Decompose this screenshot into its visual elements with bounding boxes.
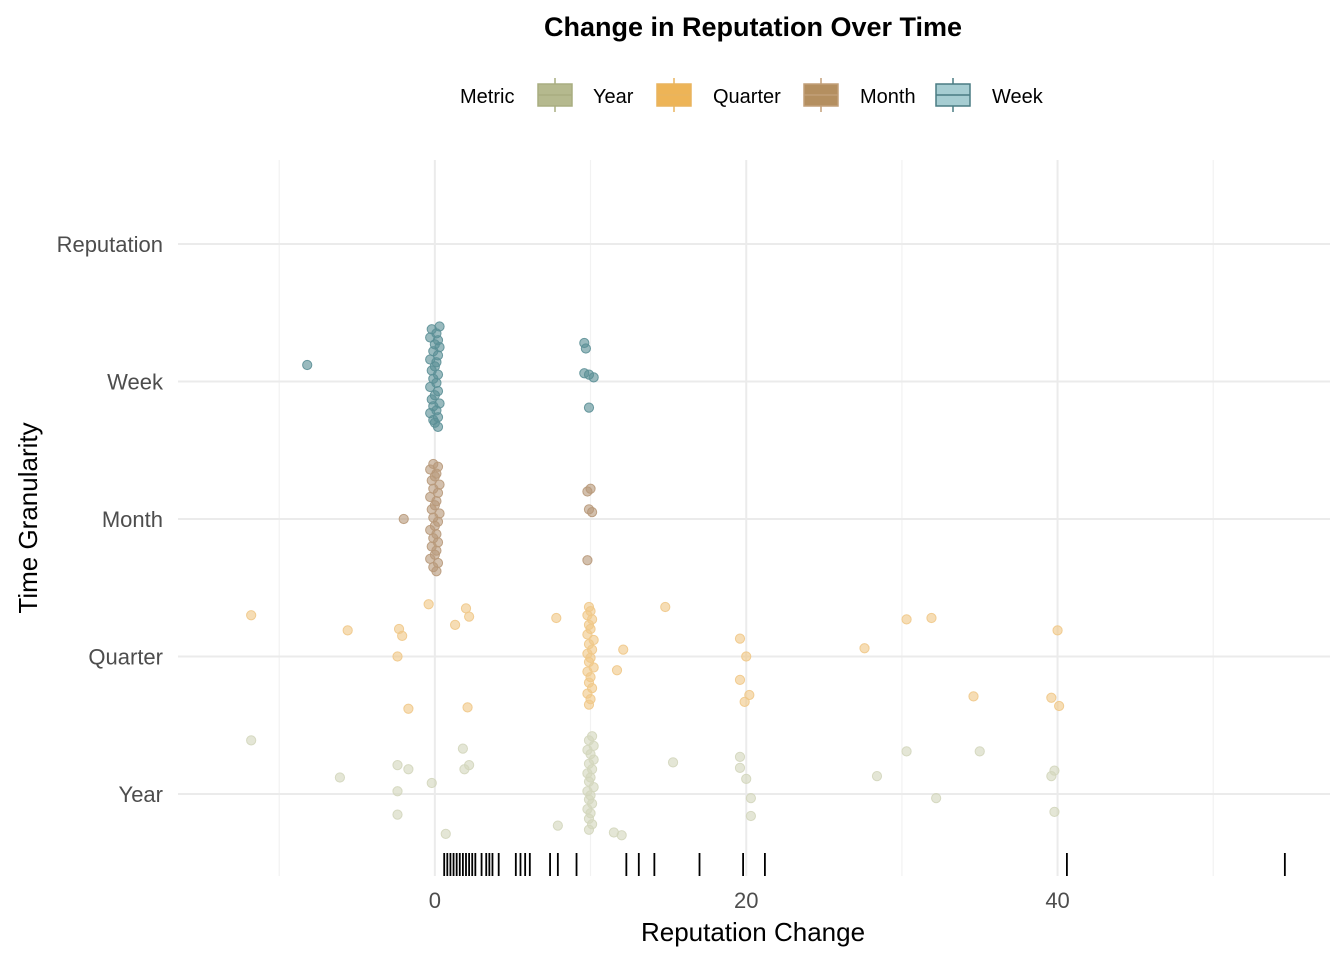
point-year-3 [403, 764, 414, 775]
point-year-37 [734, 762, 746, 773]
rug [443, 853, 1286, 876]
legend-label: Year [593, 86, 634, 108]
point-year-2 [392, 760, 403, 771]
point-quarter-38 [734, 674, 746, 685]
point-year-5 [392, 809, 403, 820]
point-quarter-46 [1054, 700, 1065, 712]
point-year-1 [334, 772, 346, 783]
y-tick-label-reputation: Reputation [57, 232, 163, 257]
point-year-47 [1049, 806, 1060, 817]
y-tick-label-month: Month [102, 507, 163, 532]
point-year-0 [246, 735, 257, 746]
point-month-4 [586, 507, 598, 518]
legend-label: Quarter [713, 86, 781, 108]
point-quarter-44 [968, 691, 979, 702]
y-tick-label-week: Week [107, 370, 164, 395]
point-quarter-39 [744, 689, 755, 701]
point-quarter-33 [618, 644, 629, 655]
x-axis-title: Reputation Change [641, 917, 865, 947]
point-quarter-40 [739, 696, 750, 707]
point-quarter-34 [611, 665, 623, 676]
point-quarter-47 [1052, 625, 1063, 636]
point-quarter-11 [551, 612, 562, 624]
point-quarter-42 [901, 614, 912, 625]
point-quarter-1 [342, 625, 353, 636]
point-week-0 [302, 359, 313, 371]
point-quarter-5 [403, 703, 414, 714]
legend-title: Metric [460, 86, 514, 108]
legend: Metric Year Quarter Month Week [460, 78, 1044, 112]
point-week-2 [580, 343, 591, 354]
point-quarter-41 [859, 643, 870, 654]
point-year-36 [734, 751, 746, 762]
point-year-8 [457, 743, 468, 754]
point-quarter-43 [926, 612, 937, 624]
point-quarter-7 [450, 619, 461, 630]
y-axis-ticks: Year Quarter Month Week Reputation [57, 232, 164, 807]
point-week-23 [425, 381, 436, 393]
point-year-40 [745, 810, 756, 822]
point-year-4 [392, 786, 403, 797]
point-year-11 [552, 820, 563, 831]
point-quarter-4 [392, 651, 403, 662]
y-tick-label-year: Year [119, 782, 163, 807]
legend-item-year: Year [537, 78, 634, 112]
point-quarter-0 [246, 610, 257, 621]
data-points [246, 321, 1065, 841]
point-week-34 [432, 421, 444, 432]
point-quarter-6 [423, 599, 434, 610]
point-quarter-3 [397, 630, 408, 641]
point-year-7 [440, 828, 451, 839]
legend-label: Month [860, 86, 916, 108]
y-tick-label-quarter: Quarter [88, 645, 163, 670]
point-year-35 [667, 757, 679, 768]
point-week-5 [588, 372, 599, 383]
point-quarter-9 [464, 611, 475, 622]
point-year-39 [745, 793, 756, 804]
point-quarter-45 [1046, 692, 1057, 703]
legend-item-quarter: Quarter [656, 78, 781, 112]
legend-item-week: Week [935, 78, 1044, 112]
point-month-2 [582, 486, 593, 497]
point-quarter-32 [583, 699, 595, 710]
point-year-42 [901, 746, 912, 757]
point-quarter-35 [660, 601, 671, 613]
legend-item-month: Month [803, 78, 916, 112]
point-year-32 [583, 824, 595, 835]
point-year-43 [931, 793, 942, 804]
x-tick-label-2: 40 [1045, 888, 1069, 913]
legend-label: Week [992, 86, 1044, 108]
point-year-41 [871, 771, 883, 782]
point-year-46 [1046, 771, 1057, 782]
point-week-6 [583, 402, 595, 413]
point-quarter-36 [734, 633, 746, 644]
point-month-0 [398, 513, 409, 525]
point-month-5 [582, 555, 593, 566]
x-axis-ticks: 0 20 40 [429, 888, 1070, 913]
chart-title: Change in Reputation Over Time [544, 12, 962, 42]
x-tick-label-0: 0 [429, 888, 441, 913]
point-year-34 [616, 830, 627, 841]
x-tick-label-1: 20 [734, 888, 758, 913]
point-year-44 [974, 746, 985, 757]
point-year-38 [741, 773, 752, 784]
point-month-33 [431, 566, 442, 577]
point-year-6 [426, 777, 437, 789]
point-quarter-10 [462, 702, 473, 713]
point-year-10 [459, 764, 470, 775]
point-quarter-37 [741, 651, 752, 662]
y-axis-title: Time Granularity [13, 422, 43, 613]
